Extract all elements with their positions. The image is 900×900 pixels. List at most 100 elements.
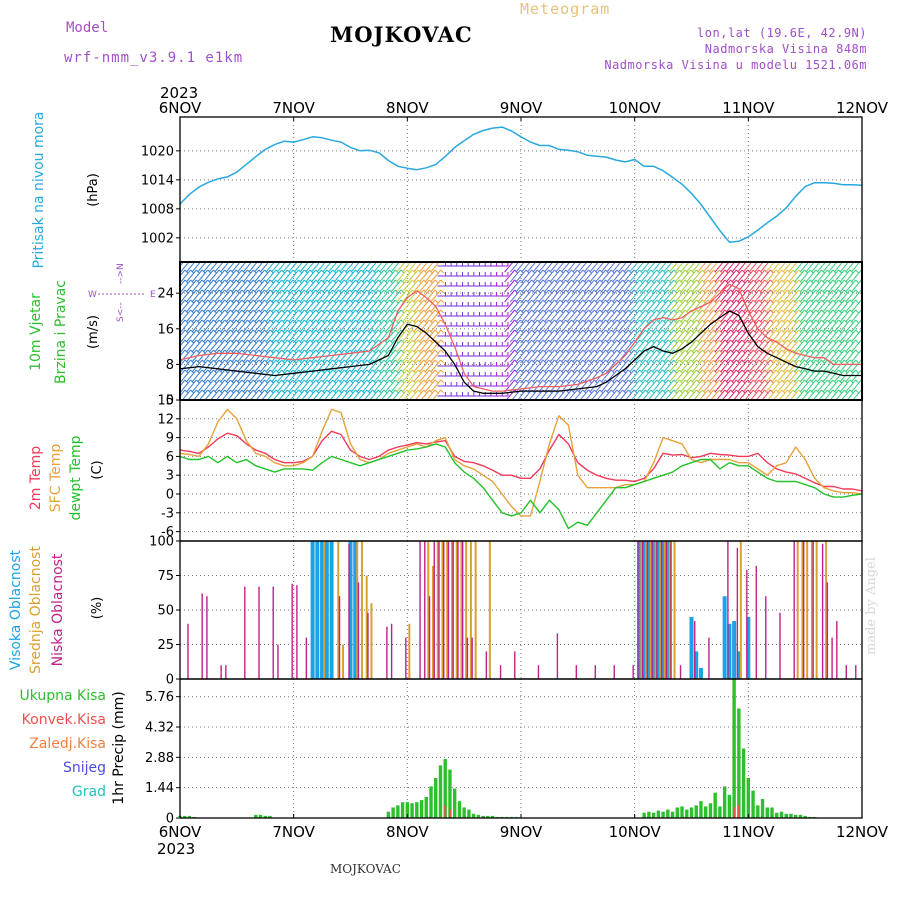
cloud-axis-unit: (%) xyxy=(90,597,105,620)
precip-bar xyxy=(689,807,694,818)
model-altitude-info: Nadmorska Visina u modelu 1521.06m xyxy=(604,58,867,72)
x-tick-label-bottom: 9NOV xyxy=(500,823,543,841)
compass-w: W xyxy=(88,290,97,300)
x-tick-label-bottom: 10NOV xyxy=(609,823,662,841)
precip-bar xyxy=(429,786,433,818)
precip-bar xyxy=(476,814,481,818)
altitude-info: Nadmorska Visina 848m xyxy=(704,42,867,56)
series-line-sfc-temp xyxy=(179,408,863,517)
x-tick-label-bottom: 12NOV xyxy=(836,823,889,841)
precip-bar xyxy=(391,807,395,818)
precip-bar xyxy=(803,815,807,818)
footer-station: MOJKOVAC xyxy=(330,862,401,876)
precip-bar xyxy=(713,792,717,818)
y-tick-label: 9 xyxy=(166,431,174,446)
y-tick-label: 2.88 xyxy=(145,751,174,766)
precip-bar xyxy=(268,815,272,818)
precip-bar xyxy=(789,813,793,818)
temp2m-axis-title: 2m Temp xyxy=(28,446,44,510)
y-tick-label: 16 xyxy=(157,322,174,337)
y-tick-label: 0 xyxy=(166,673,174,688)
y-tick-label: -6 xyxy=(161,525,174,540)
y-tick-label: 50 xyxy=(157,604,174,619)
precip-bar xyxy=(685,809,689,818)
year-bottom: 2023 xyxy=(157,840,196,858)
pressure-axis-title: Pritisak na nivou mora xyxy=(31,111,47,268)
precip-bar xyxy=(770,807,774,818)
series-line-pressure xyxy=(179,126,863,243)
wind-axis-title: 10m Vjetar xyxy=(28,293,44,371)
y-tick-label: 1.44 xyxy=(145,781,174,796)
y-tick-label: 4.32 xyxy=(145,721,174,736)
precip-bar xyxy=(798,814,803,818)
precip-legend-item: Grad xyxy=(72,784,106,800)
y-tick-label: 25 xyxy=(157,638,174,653)
precip-bar xyxy=(708,803,713,818)
x-tick-label-top: 6NOV xyxy=(159,99,202,117)
series-line-speed xyxy=(179,310,862,394)
precip-bar xyxy=(434,777,438,818)
wind-barbs xyxy=(180,262,862,400)
y-tick-label: 1002 xyxy=(141,231,174,246)
precip-bar xyxy=(254,814,258,818)
year-top: 2023 xyxy=(160,84,199,102)
y-tick-label: 0 xyxy=(166,812,174,827)
x-tick-label-top: 11NOV xyxy=(722,99,775,117)
precip-bar xyxy=(733,807,736,818)
lonlat-info: lon,lat (19.6E, 42.9N) xyxy=(697,26,867,40)
y-tick-label: 0 xyxy=(166,488,174,503)
meteogram-label: Meteogram xyxy=(520,0,611,18)
precip-bar xyxy=(722,786,727,818)
tempsfc-axis-title: SFC Temp xyxy=(48,444,64,513)
precip-bar xyxy=(765,807,769,818)
precip-legend-item: Ukupna Kisa xyxy=(19,688,106,704)
precip-bar xyxy=(444,805,447,818)
y-tick-label: 15 xyxy=(157,394,174,409)
y-tick-label: 1020 xyxy=(141,144,174,159)
precip-bar xyxy=(704,806,708,818)
wind-axis-subtitle: Brzina i Pravac xyxy=(53,280,69,384)
precip-bar xyxy=(751,790,755,818)
precip-bar xyxy=(452,788,457,818)
precip-bar xyxy=(675,807,679,818)
precip-bar xyxy=(661,811,665,818)
precip-bar xyxy=(415,802,419,818)
precip-bar xyxy=(258,814,263,818)
precip-bar xyxy=(467,809,471,818)
pressure-axis-unit: (hPa) xyxy=(86,173,101,207)
precip-bar xyxy=(656,810,661,818)
precip-bar xyxy=(448,769,452,818)
model-name: wrf-nmm_v3.9.1 e1km xyxy=(64,50,244,66)
temp-axis-unit: (C) xyxy=(90,460,105,479)
precip-bar xyxy=(775,812,779,818)
precip-bar xyxy=(647,811,651,818)
x-tick-label-top: 7NOV xyxy=(272,99,315,117)
precip-bar xyxy=(443,759,447,818)
y-tick-label: 1008 xyxy=(141,202,174,217)
x-tick-label-bottom: 8NOV xyxy=(386,823,429,841)
series-line-dewpt-temp xyxy=(179,443,863,530)
x-tick-label-bottom: 7NOV xyxy=(272,823,315,841)
compass-n: -->N xyxy=(116,263,126,284)
precip-bar xyxy=(419,800,424,818)
x-tick-label-top: 10NOV xyxy=(609,99,662,117)
panel-precipitation xyxy=(176,679,862,819)
y-tick-label: 100 xyxy=(149,535,174,550)
precip-bar xyxy=(490,815,495,818)
precip-bar xyxy=(481,815,485,818)
precip-bar xyxy=(183,815,187,818)
precip-bar xyxy=(746,777,751,818)
wind-compass-legend: S<-- -->N xyxy=(116,263,126,322)
precip-bar xyxy=(396,805,400,818)
precip-bar xyxy=(727,794,732,818)
y-tick-label: 0 xyxy=(166,394,174,409)
y-tick-label: 1014 xyxy=(141,173,174,188)
precip-bar xyxy=(471,813,476,818)
x-tick-label-top: 9NOV xyxy=(500,99,543,117)
y-tick-label: 12 xyxy=(157,412,174,427)
precip-bar xyxy=(741,748,746,818)
precip-bar xyxy=(756,805,760,818)
precip-bar xyxy=(718,806,722,818)
dewpt-axis-title: dewpt Temp xyxy=(68,435,84,520)
